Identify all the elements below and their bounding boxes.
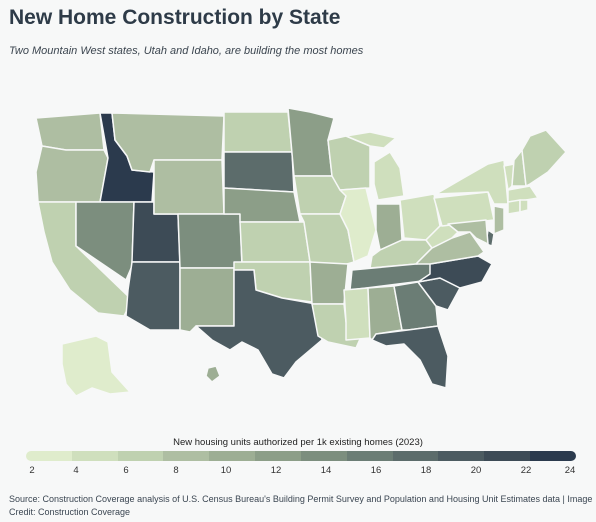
legend-tick-label: 16 <box>370 465 382 476</box>
legend-tick-label: 2 <box>29 465 35 476</box>
state-TX[interactable] <box>195 269 323 379</box>
state-ME[interactable] <box>521 129 567 187</box>
state-MA[interactable] <box>507 185 539 203</box>
legend-swatch <box>392 451 439 461</box>
state-AK[interactable] <box>61 335 131 397</box>
state-ND[interactable] <box>223 111 293 153</box>
state-MN[interactable] <box>287 107 335 177</box>
state-SD[interactable] <box>223 151 295 193</box>
legend-swatch <box>163 451 210 461</box>
state-AZ[interactable] <box>125 261 181 331</box>
state-WA[interactable] <box>35 112 105 151</box>
legend-color-scale <box>26 451 576 461</box>
legend-swatch <box>438 451 485 461</box>
legend-swatch <box>300 451 347 461</box>
page-subtitle: Two Mountain West states, Utah and Idaho… <box>9 45 364 57</box>
state-MI[interactable] <box>373 151 405 201</box>
legend-title: New housing units authorized per 1k exis… <box>173 437 423 448</box>
legend-tick-label: 20 <box>470 465 482 476</box>
legend-tick-label: 6 <box>123 465 129 476</box>
state-NV[interactable] <box>75 201 135 281</box>
legend-tick-label: 14 <box>320 465 332 476</box>
legend-tick-label: 18 <box>420 465 432 476</box>
legend-swatch <box>346 451 393 461</box>
state-IL[interactable] <box>339 187 377 263</box>
state-HI[interactable] <box>205 365 221 383</box>
state-CT[interactable] <box>507 199 521 215</box>
legend-tick-label: 12 <box>270 465 282 476</box>
state-WY[interactable] <box>153 159 225 215</box>
state-KS[interactable] <box>239 221 311 263</box>
us-state-map <box>35 107 567 397</box>
state-FL[interactable] <box>371 325 449 389</box>
state-NM[interactable] <box>179 267 235 333</box>
legend-tick-label: 22 <box>520 465 532 476</box>
state-RI[interactable] <box>519 199 529 213</box>
legend-tick-label: 10 <box>220 465 232 476</box>
legend-tick-label: 4 <box>73 465 79 476</box>
state-MI-upper[interactable] <box>345 131 397 149</box>
state-MD[interactable] <box>447 219 489 245</box>
legend-tick-label: 8 <box>173 465 179 476</box>
legend-swatch <box>484 451 531 461</box>
source-note: Source: Construction Coverage analysis o… <box>9 494 593 517</box>
page-title: New Home Construction by State <box>9 6 341 29</box>
legend-swatch <box>530 451 576 461</box>
legend-swatch <box>209 451 256 461</box>
legend-swatch <box>71 451 118 461</box>
state-CO[interactable] <box>177 213 243 269</box>
legend-swatch <box>26 451 72 461</box>
state-NJ[interactable] <box>493 205 505 235</box>
state-OR[interactable] <box>35 145 109 203</box>
legend-swatch <box>117 451 164 461</box>
legend-ticks: 2 4 6 8 10 12 14 16 18 20 22 24 <box>26 465 576 477</box>
state-NC[interactable] <box>417 255 493 289</box>
legend-tick-label: 24 <box>564 465 576 476</box>
state-MS[interactable] <box>343 287 371 341</box>
legend-swatch <box>255 451 301 461</box>
state-AR[interactable] <box>309 261 349 305</box>
